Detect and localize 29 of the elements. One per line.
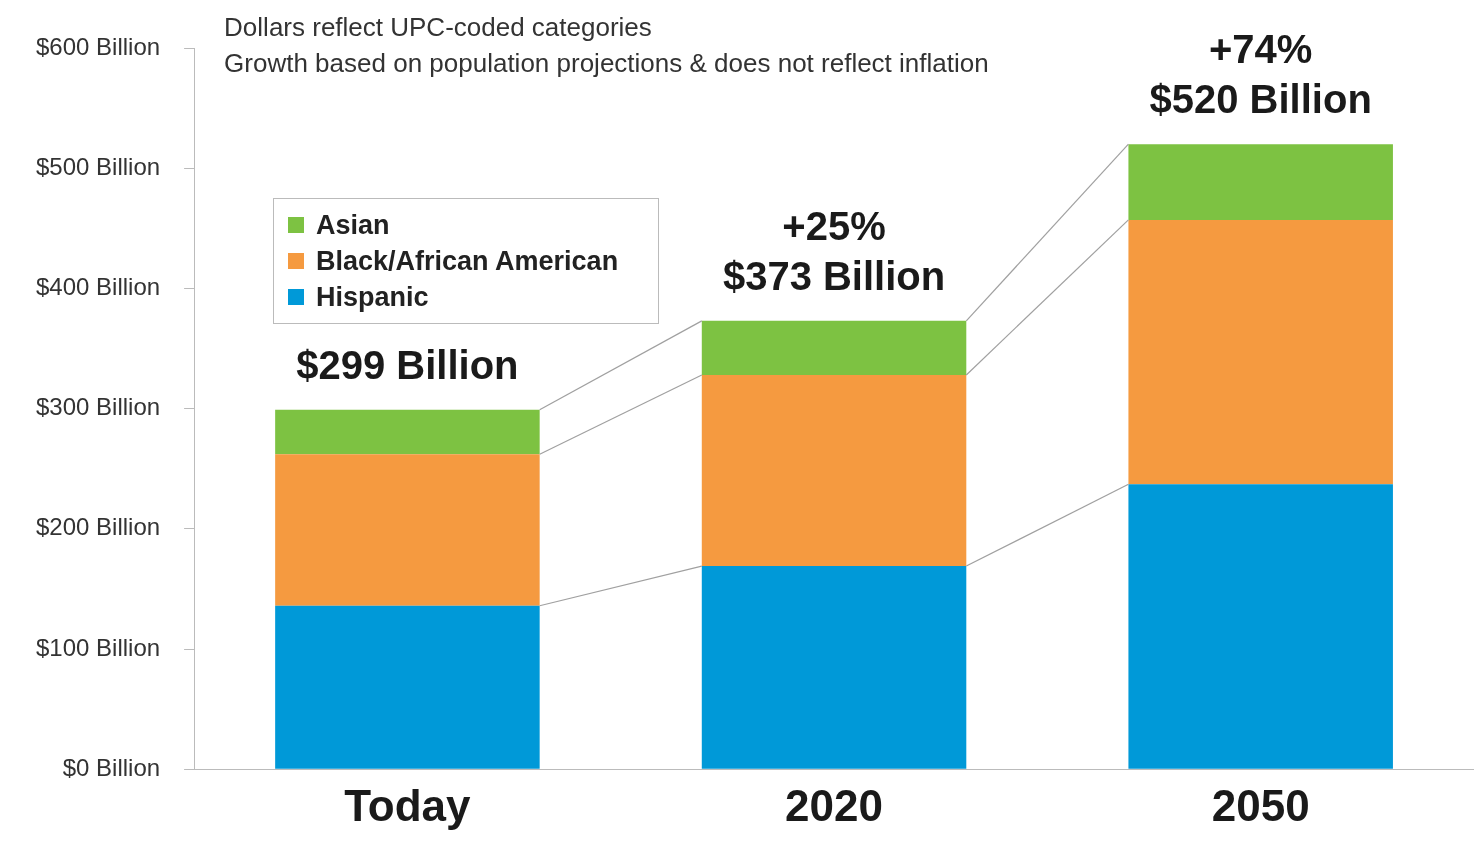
x-tick-label: 2020 xyxy=(785,780,883,830)
bar xyxy=(275,454,540,606)
legend-label: Hispanic xyxy=(316,281,429,314)
annotation: Growth based on population projections & does not reflect inflation xyxy=(224,48,989,79)
y-tick-label: $200 Billion xyxy=(36,513,161,541)
bar xyxy=(1128,484,1393,769)
bar xyxy=(1128,219,1393,485)
y-tick-label: $0 Billion xyxy=(62,753,161,781)
legend-label: Asian xyxy=(316,209,390,242)
x-tick-label: 2050 xyxy=(1211,780,1310,830)
bar xyxy=(275,605,540,769)
annotation: +74% xyxy=(1208,27,1313,72)
y-tick-label: $300 Billion xyxy=(36,393,161,421)
total-label: $373 Billion xyxy=(722,253,946,298)
text: Dollars reflect UPC-coded categories xyxy=(224,12,652,43)
legend-label: Black/African American xyxy=(316,245,619,278)
bar xyxy=(701,566,967,769)
annotation: +25% xyxy=(782,203,886,248)
y-tick-label: $100 Billion xyxy=(36,633,161,661)
x-tick-label: Today xyxy=(344,780,472,830)
bar xyxy=(1128,144,1393,220)
total-label: $520 Billion xyxy=(1149,77,1372,122)
y-tick-label: $500 Billion xyxy=(36,152,161,180)
y-tick-label: $600 Billion xyxy=(36,32,161,60)
bar xyxy=(701,320,967,375)
y-tick-label: $400 Billion xyxy=(36,273,161,301)
bar xyxy=(701,374,967,567)
total-label: $299 Billion xyxy=(296,342,519,387)
bar xyxy=(275,409,540,455)
